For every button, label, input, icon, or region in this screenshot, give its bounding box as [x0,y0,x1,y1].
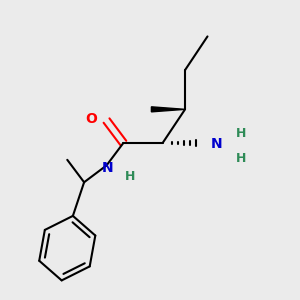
Text: N: N [210,137,222,152]
Text: H: H [236,152,246,166]
Text: H: H [125,170,136,183]
Text: H: H [236,127,246,140]
Text: N: N [102,161,114,175]
Polygon shape [152,107,185,112]
Text: O: O [85,112,97,126]
